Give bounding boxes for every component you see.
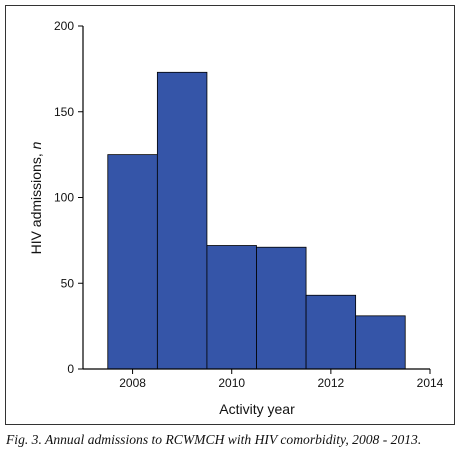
bar-2008: [107, 154, 158, 370]
y-tick-label-200: 200: [54, 19, 74, 33]
y-tick-label-150: 150: [54, 105, 74, 119]
bar-2009: [156, 71, 208, 370]
x-axis-title: Activity year: [219, 401, 295, 417]
y-tick-label-100: 100: [54, 191, 74, 205]
y-axis-ticks: 0 50 100 150 200: [54, 19, 83, 376]
y-axis-title-italic: n: [28, 141, 44, 149]
y-axis-title: HIV admissions, n: [28, 141, 44, 254]
bars-group: [107, 71, 406, 370]
x-axis-ticks: 2008 2010 2012 2014: [119, 369, 444, 390]
y-tick-label-0: 0: [67, 362, 74, 376]
x-tick-label-2008: 2008: [119, 376, 146, 390]
y-axis-title-main: HIV admissions,: [28, 149, 44, 254]
figure-caption: Fig. 3. Annual admissions to RCWMCH with…: [6, 432, 422, 447]
figure-frame: [5, 5, 455, 425]
bar-2012: [305, 294, 357, 370]
x-tick-label-2014: 2014: [417, 376, 444, 390]
bar-chart: 0 50 100 150 200 2008 2010 2012 2014 Activity y…: [28, 19, 444, 417]
x-tick-label-2010: 2010: [218, 376, 245, 390]
bar-2011: [256, 246, 307, 370]
x-tick-label-2012: 2012: [318, 376, 345, 390]
y-tick-label-50: 50: [61, 276, 75, 290]
bar-2013: [355, 315, 406, 370]
bar-2010: [206, 245, 257, 370]
